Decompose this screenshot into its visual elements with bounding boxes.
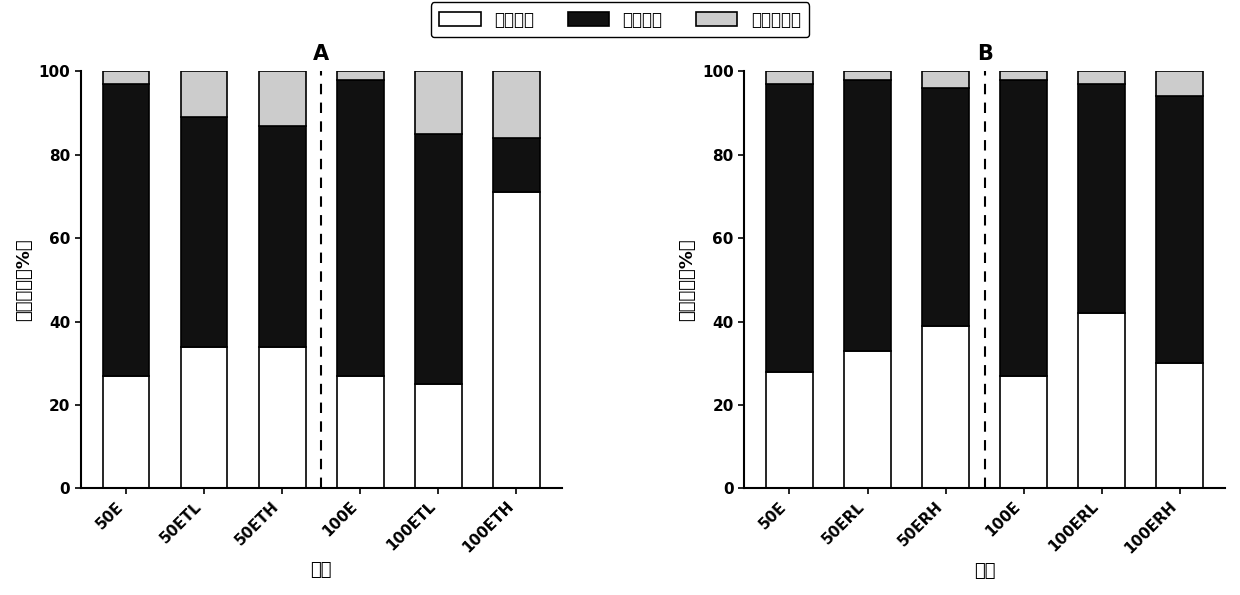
Title: B: B: [977, 44, 992, 64]
Legend: 易解析态, 难解析态, 结合残留态: 易解析态, 难解析态, 结合残留态: [430, 2, 810, 37]
Title: A: A: [312, 44, 329, 64]
Bar: [259, 346, 305, 488]
Bar: [492, 192, 539, 488]
Bar: [337, 376, 383, 488]
Bar: [1157, 363, 1203, 488]
Bar: [103, 84, 149, 376]
Bar: [337, 80, 383, 376]
Bar: [181, 346, 227, 488]
Bar: [844, 71, 892, 80]
Bar: [337, 71, 383, 80]
Y-axis label: 形态分布（%）: 形态分布（%）: [15, 239, 33, 321]
Bar: [923, 88, 968, 325]
Bar: [492, 138, 539, 192]
X-axis label: 处理: 处理: [973, 562, 996, 580]
Bar: [103, 376, 149, 488]
Bar: [103, 71, 149, 84]
Bar: [766, 84, 813, 371]
Bar: [492, 71, 539, 138]
Bar: [181, 117, 227, 346]
Bar: [1157, 96, 1203, 363]
Bar: [766, 71, 813, 84]
Bar: [181, 71, 227, 117]
Bar: [923, 325, 968, 488]
Bar: [844, 350, 892, 488]
Bar: [766, 371, 813, 488]
Bar: [1001, 71, 1047, 80]
Bar: [844, 80, 892, 350]
Bar: [414, 71, 461, 134]
X-axis label: 处理: 处理: [310, 561, 332, 579]
Y-axis label: 形态分布（%）: 形态分布（%）: [678, 239, 697, 321]
Bar: [259, 126, 305, 346]
Bar: [1001, 80, 1047, 376]
Bar: [1079, 71, 1125, 84]
Bar: [1001, 376, 1047, 488]
Bar: [414, 134, 461, 384]
Bar: [1079, 313, 1125, 488]
Bar: [259, 71, 305, 126]
Bar: [923, 71, 968, 88]
Bar: [1079, 84, 1125, 313]
Bar: [1157, 71, 1203, 96]
Bar: [414, 384, 461, 488]
